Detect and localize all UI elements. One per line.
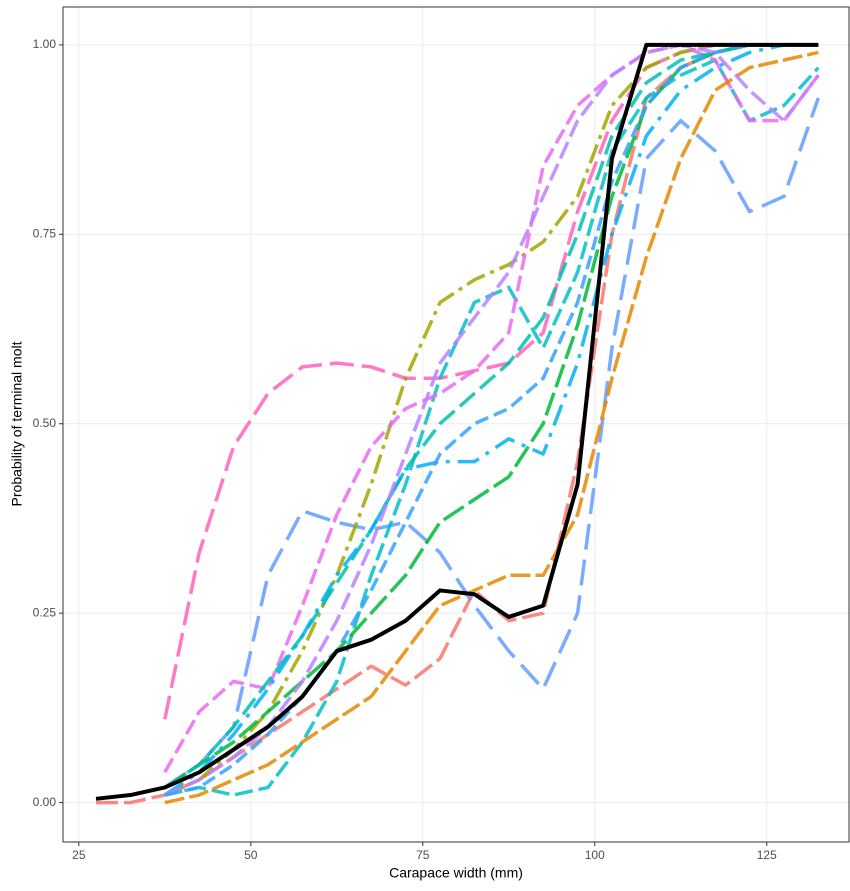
x-tick-label: 100 (585, 848, 605, 862)
y-axis-label: Probability of terminal molt (9, 341, 25, 506)
x-tick-label: 50 (244, 848, 258, 862)
series-line (163, 43, 819, 789)
x-tick-label: 75 (416, 848, 430, 862)
series-line (163, 43, 819, 797)
series-line (163, 43, 820, 774)
series-line (164, 43, 819, 797)
series-line (164, 43, 820, 797)
panel-border (62, 6, 850, 843)
series-line (164, 50, 819, 805)
series-line (163, 97, 821, 789)
series-line (164, 58, 820, 797)
series-line (163, 43, 819, 789)
series-line (164, 43, 819, 797)
series-line (95, 42, 819, 801)
y-tick-label: 0.75 (33, 226, 57, 240)
x-tick-label: 25 (72, 848, 86, 862)
y-tick-label: 0.00 (33, 795, 57, 809)
y-tick-label: 0.50 (33, 416, 57, 430)
x-tick-label: 125 (757, 848, 777, 862)
y-tick-label: 0.25 (33, 605, 57, 619)
series-line (163, 43, 819, 720)
x-axis-label: Carapace width (mm) (389, 865, 523, 881)
y-tick-label: 1.00 (33, 37, 57, 51)
